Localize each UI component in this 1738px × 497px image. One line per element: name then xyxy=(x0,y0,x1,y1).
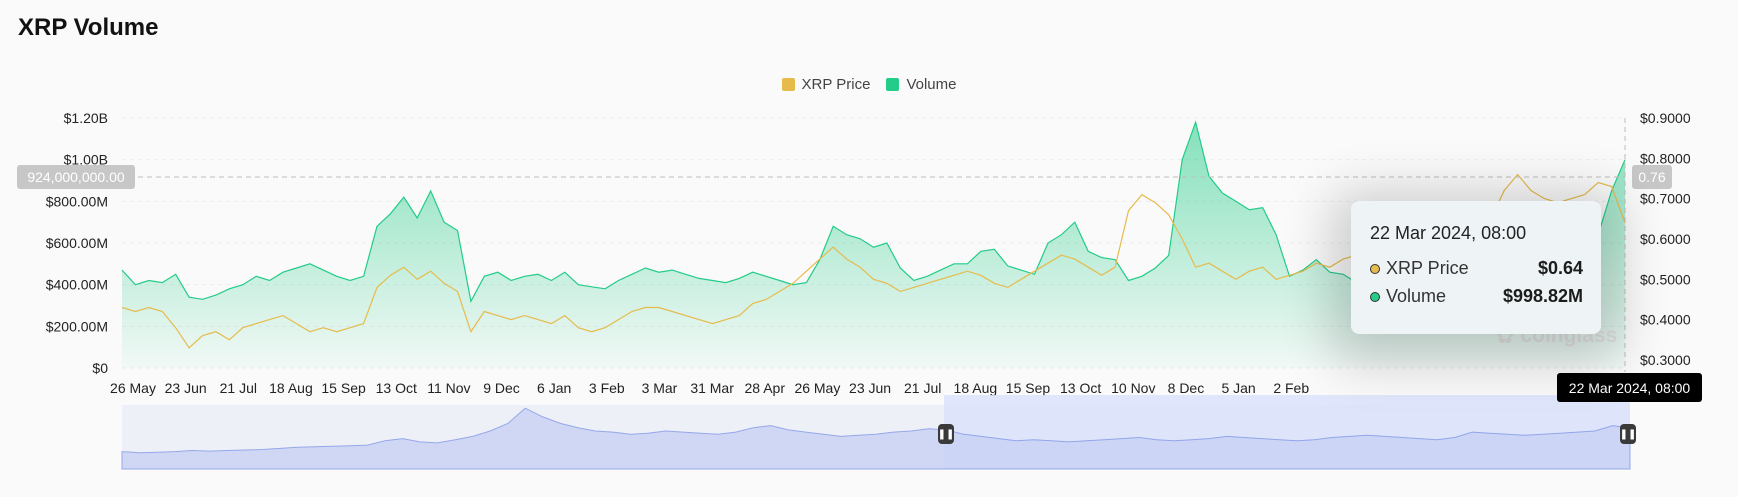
y-axis-right: $0.3000 $0.4000 $0.5000 $0.6000 $0.7000 $0.80… xyxy=(1640,110,1691,368)
y-left-tick-label: $400.00M xyxy=(46,277,108,293)
x-tick-label: 13 Oct xyxy=(1060,380,1101,396)
legend-swatch-volume xyxy=(886,78,900,91)
x-tick-label: 8 Dec xyxy=(1168,380,1205,396)
range-navigator[interactable] xyxy=(121,395,1631,470)
tooltip-dot-volume xyxy=(1370,291,1380,302)
tooltip-row-volume: Volume $998.82M xyxy=(1370,286,1583,307)
legend-label-price: XRP Price xyxy=(801,76,871,93)
tooltip-label-price: XRP Price xyxy=(1386,258,1469,278)
y-right-tick-label: $0.9000 xyxy=(1640,110,1691,126)
y-right-tick-label: $0.7000 xyxy=(1640,191,1691,207)
y-left-tick-label: $0 xyxy=(92,360,108,376)
y-right-tick-label: $0.8000 xyxy=(1640,150,1691,166)
tooltip-row-price: XRP Price $0.64 xyxy=(1370,258,1583,279)
navigator-handle-left-icon[interactable]: ❚❚ xyxy=(938,424,954,444)
x-tick-label: 5 Jan xyxy=(1221,380,1255,396)
x-tick-label: 10 Nov xyxy=(1111,380,1155,396)
y-left-tick-label: $600.00M xyxy=(46,235,108,251)
y-right-tick-label: $0.5000 xyxy=(1640,271,1691,287)
x-tick-label: 18 Aug xyxy=(269,380,313,396)
legend-swatch-price xyxy=(781,78,795,91)
x-axis: 26 May 23 Jun 21 Jul 18 Aug 15 Sep 13 Oct 11 N… xyxy=(110,380,1309,396)
x-tick-label: 21 Jul xyxy=(220,380,257,396)
tooltip: 22 Mar 2024, 08:00 XRP Price $0.64 Volum… xyxy=(1351,201,1601,334)
y-left-tick-label: $800.00M xyxy=(46,193,108,209)
x-tick-label: 2 Feb xyxy=(1273,380,1309,396)
x-tick-label: 9 Dec xyxy=(483,380,520,396)
x-tick-label: 18 Aug xyxy=(954,380,998,396)
legend-label-volume: Volume xyxy=(906,76,957,93)
x-tick-label: 31 Mar xyxy=(690,380,734,396)
y-left-tick-label: $200.00M xyxy=(46,318,108,334)
x-tick-label: 15 Sep xyxy=(321,380,366,396)
chart-legend: XRP Price Volume xyxy=(0,76,1738,93)
x-tick-label: 6 Jan xyxy=(537,380,571,396)
tooltip-date: 22 Mar 2024, 08:00 xyxy=(1370,223,1527,243)
x-tick-label: 21 Jul xyxy=(904,380,941,396)
x-tick-label: 13 Oct xyxy=(376,380,417,396)
crosshair-price-label: 0.76 xyxy=(1632,165,1672,189)
tooltip-label-volume: Volume xyxy=(1386,286,1447,306)
y-axis-left: $0 $200.00M $400.00M $600.00M $800.00M $1.00B… xyxy=(46,110,108,376)
tooltip-dot-price xyxy=(1370,263,1380,274)
legend-item-price[interactable]: XRP Price xyxy=(781,76,871,93)
x-tick-label: 23 Jun xyxy=(849,380,891,396)
y-left-tick-label: $1.20B xyxy=(64,110,108,126)
x-tick-label: 3 Feb xyxy=(589,380,625,396)
crosshair-date-label: 22 Mar 2024, 08:00 xyxy=(1557,373,1702,402)
volume-area xyxy=(122,122,1625,368)
legend-item-volume[interactable]: Volume xyxy=(886,76,956,93)
y-right-tick-label: $0.4000 xyxy=(1640,312,1691,328)
y-right-tick-label: $0.3000 xyxy=(1640,352,1691,368)
crosshair-volume-label: 924,000,000.00 xyxy=(17,165,135,189)
x-tick-label: 23 Jun xyxy=(165,380,207,396)
x-tick-label: 3 Mar xyxy=(642,380,678,396)
tooltip-value-price: $0.64 xyxy=(1537,258,1583,278)
navigator-area xyxy=(121,407,1631,470)
x-tick-label: 15 Sep xyxy=(1006,380,1051,396)
y-left-tick-label: $1.00B xyxy=(64,152,108,168)
page-title: XRP Volume xyxy=(18,14,159,41)
tooltip-value-volume: $998.82M xyxy=(1502,286,1583,306)
x-tick-label: 28 Apr xyxy=(745,380,786,396)
y-right-tick-label: $0.6000 xyxy=(1640,231,1691,247)
x-tick-label: 26 May xyxy=(110,380,156,396)
navigator-handle-right-icon[interactable]: ❚❚ xyxy=(1620,424,1636,444)
x-tick-label: 11 Nov xyxy=(427,380,470,396)
x-tick-label: 26 May xyxy=(794,380,840,396)
